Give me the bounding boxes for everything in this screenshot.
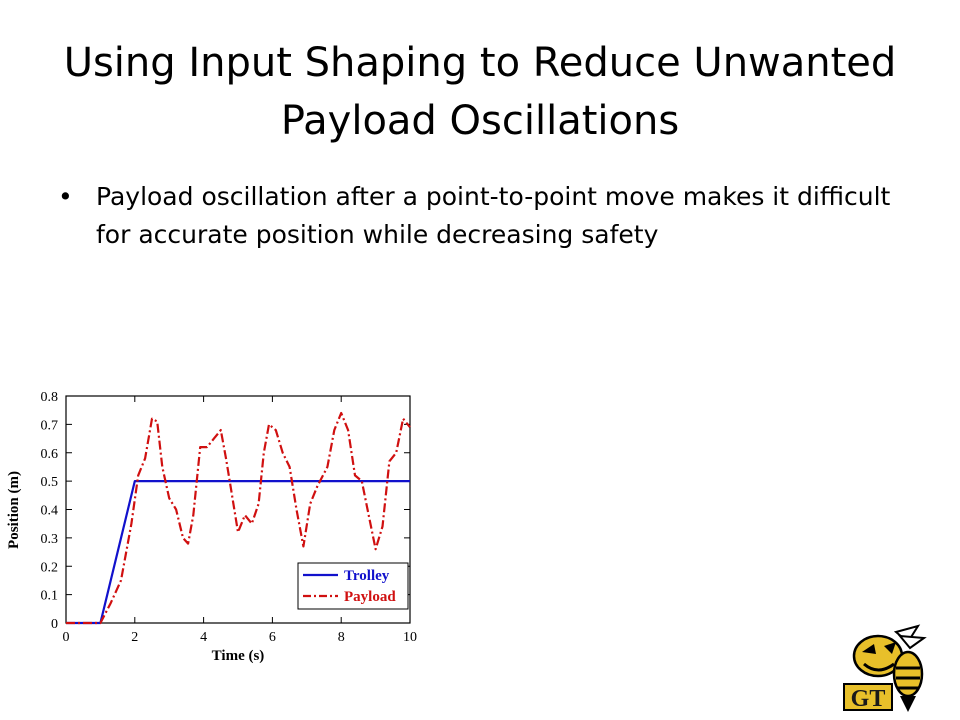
legend: Trolley Payload (297, 562, 409, 610)
y-tick-label: 0.1 (41, 589, 59, 604)
y-tick-label: 0.6 (41, 447, 59, 462)
y-tick-label: 0.7 (41, 418, 59, 433)
y-axis-label: Position (m) (6, 471, 22, 549)
slide-title: Using Input Shaping to Reduce Unwanted P… (63, 40, 897, 144)
x-tick-label: 4 (200, 630, 207, 645)
bullet-dot-icon: • (58, 182, 73, 211)
legend-box (297, 562, 409, 610)
tick-group: 0 0.1 0.2 0.3 0.4 0.5 0.6 0.7 0.8 0 2 4 6 8 10 (41, 390, 418, 645)
y-tick-label: 0.5 (41, 475, 59, 490)
series-line-payload (66, 411, 411, 625)
yellow-jacket-mascot-icon: GT (843, 624, 927, 712)
x-tick-label: 2 (131, 630, 138, 645)
x-tick-label: 6 (269, 630, 276, 645)
y-tick-label: 0.8 (41, 390, 59, 405)
x-axis-label: Time (s) (212, 648, 265, 664)
x-tick-label: 0 (63, 630, 70, 645)
position-chart: 0 0.1 0.2 0.3 0.4 0.5 0.6 0.7 0.8 0 2 4 6 8 10 Time (s… (0, 380, 440, 670)
chart-svg: 0 0.1 0.2 0.3 0.4 0.5 0.6 0.7 0.8 0 2 4 6 8 10 Time (s… (6, 390, 418, 664)
y-tick-label: 0 (51, 617, 58, 632)
bullet-list: • Payload oscillation after a point-to-p… (58, 178, 918, 254)
legend-payload-label: Payload (344, 589, 396, 605)
y-tick-label: 0.3 (41, 532, 59, 547)
series-group (66, 411, 411, 625)
y-tick-label: 0.2 (41, 560, 59, 575)
x-tick-label: 10 (403, 630, 417, 645)
bullet-item: • Payload oscillation after a point-to-p… (58, 178, 918, 254)
gt-logo-text: GT (851, 686, 886, 712)
legend-trolley-label: Trolley (344, 568, 390, 584)
y-tick-label: 0.4 (41, 504, 59, 519)
bullet-text: Payload oscillation after a point-to-poi… (96, 182, 891, 249)
gt-logo: GT (838, 624, 938, 716)
x-tick-label: 8 (338, 630, 345, 645)
